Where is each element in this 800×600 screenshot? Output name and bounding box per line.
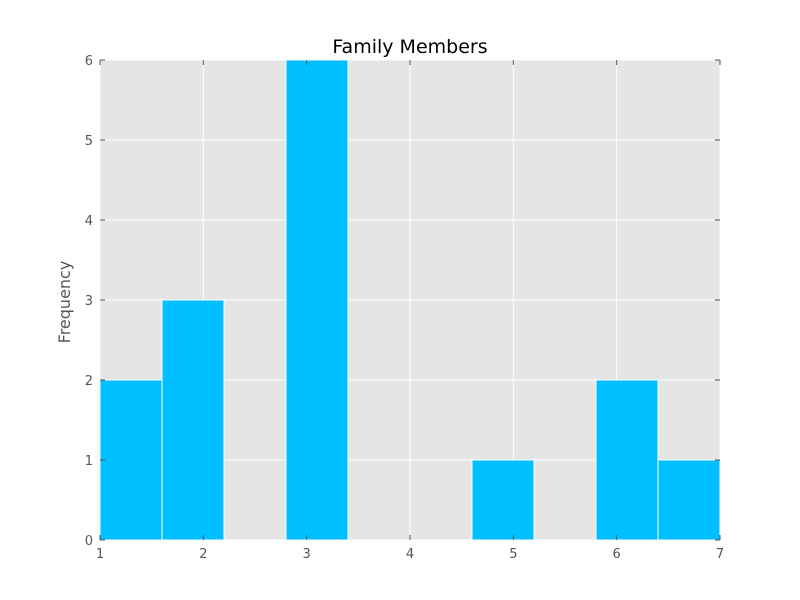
x-tick-label: 1 bbox=[96, 547, 104, 562]
x-tick-label: 2 bbox=[199, 547, 207, 562]
histogram-bar bbox=[285, 59, 349, 541]
x-tick-label: 7 bbox=[716, 547, 724, 562]
bars bbox=[99, 59, 721, 541]
y-tick-label: 3 bbox=[85, 294, 93, 309]
histogram-bar bbox=[657, 459, 721, 541]
y-tick-label: 0 bbox=[85, 534, 93, 549]
chart-title: Family Members bbox=[332, 36, 487, 58]
y-tick-label: 4 bbox=[85, 214, 93, 229]
histogram-bar bbox=[161, 299, 225, 541]
x-tick-label: 6 bbox=[613, 547, 621, 562]
axis-ticks bbox=[99, 59, 721, 541]
y-tick-label: 6 bbox=[85, 54, 93, 69]
x-tick-label: 4 bbox=[406, 547, 414, 562]
y-tick-label: 2 bbox=[85, 374, 93, 389]
histogram-bar bbox=[595, 379, 659, 541]
histogram-bar bbox=[471, 459, 535, 541]
x-tick-label: 3 bbox=[303, 547, 311, 562]
x-tick-label: 5 bbox=[509, 547, 517, 562]
y-tick-label: 1 bbox=[85, 454, 93, 469]
y-tick-label: 5 bbox=[85, 134, 93, 149]
histogram-bar bbox=[99, 379, 163, 541]
y-axis-label: Frequency bbox=[55, 261, 74, 344]
